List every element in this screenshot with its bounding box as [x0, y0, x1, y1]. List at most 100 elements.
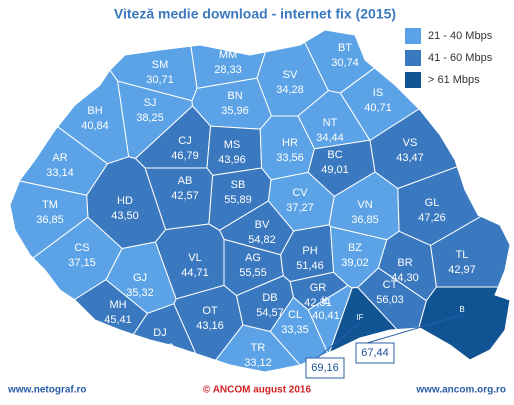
- county-code: IS: [373, 87, 383, 99]
- county-code: HD: [117, 195, 133, 207]
- county-code: TL: [456, 249, 469, 261]
- county-code: CT: [383, 279, 398, 291]
- county: [73, 279, 149, 336]
- county: [214, 324, 301, 373]
- value-box: [355, 342, 395, 364]
- county-value: 30,74: [331, 57, 359, 69]
- county-code: GR: [310, 282, 327, 294]
- county-code: CL: [288, 309, 302, 321]
- county-code: VN: [357, 199, 372, 211]
- county-value: 35,96: [221, 105, 249, 117]
- county-code: SV: [283, 69, 298, 81]
- county-code: VL: [188, 252, 201, 264]
- county-code: MS: [224, 139, 241, 151]
- county-value: 56,42: [146, 342, 174, 354]
- county-value: 44,71: [181, 267, 209, 279]
- county-code: VS: [403, 137, 418, 149]
- county-code: SJ: [144, 97, 157, 109]
- county-code: AG: [245, 252, 261, 264]
- legend-label: 21 - 40 Mbps: [428, 30, 493, 42]
- county-value: 47,26: [418, 212, 446, 224]
- labels: SM 30,71 MM 28,33 BT 30,74 SV 34,28 BH 40,84 SJ 38,…: [36, 42, 476, 379]
- county-value: 36,85: [36, 214, 64, 226]
- footer-left: www.netograf.ro: [7, 385, 87, 396]
- county-value: 54,57: [256, 307, 284, 319]
- title: Viteză medie download - internet fix (20…: [114, 6, 396, 22]
- county-value: 42,31: [304, 297, 332, 309]
- county-value: 34,44: [316, 132, 344, 144]
- county: [9, 180, 89, 259]
- county-code: PH: [302, 245, 317, 257]
- county-code: IL: [321, 295, 330, 307]
- legend: 21 - 40 Mbps 41 - 60 Mbps > 61 Mbps: [405, 28, 493, 88]
- county-value: 28,33: [214, 64, 242, 76]
- county-value: 38,25: [136, 112, 164, 124]
- legend-swatch: [405, 72, 421, 88]
- callout-line: [316, 322, 361, 359]
- county-code: HR: [282, 137, 298, 149]
- county-value: 34,28: [276, 84, 304, 96]
- county-code: TR: [251, 342, 266, 354]
- county-value: 43,50: [111, 210, 139, 222]
- county: [269, 296, 329, 366]
- footer-center: © ANCOM august 2016: [203, 385, 312, 396]
- county-value: 40,41: [312, 310, 340, 322]
- counties: [9, 29, 511, 373]
- county-value: 54,82: [248, 234, 276, 246]
- county-code: BT: [338, 42, 352, 54]
- county-value: 42,57: [171, 190, 199, 202]
- county-code: IF: [356, 313, 363, 322]
- county-value: 39,02: [341, 257, 369, 269]
- county-value: 42,97: [448, 264, 476, 276]
- county-code: SM: [152, 59, 169, 71]
- county-code: BH: [87, 105, 102, 117]
- county-code: CS: [74, 242, 89, 254]
- county-value: 46,79: [171, 150, 199, 162]
- county-value: 45,41: [104, 314, 132, 326]
- county-code: AR: [52, 152, 67, 164]
- county: [418, 286, 511, 361]
- county-value: 43,16: [196, 320, 224, 332]
- county-code: CV: [292, 187, 308, 199]
- legend-label: 41 - 60 Mbps: [428, 52, 493, 64]
- county-value: 55,89: [224, 194, 252, 206]
- county-code: GL: [425, 197, 440, 209]
- county-code: MM: [219, 49, 237, 61]
- county-code: BC: [327, 149, 342, 161]
- county-value: 37,27: [286, 202, 314, 214]
- county-value: 67,44: [361, 347, 389, 359]
- county-code: OT: [202, 305, 218, 317]
- county-value: 55,55: [239, 267, 267, 279]
- county-code: B: [459, 305, 464, 314]
- county: [430, 215, 511, 288]
- footer-right: www.ancom.org.ro: [415, 385, 506, 396]
- county: [328, 286, 399, 354]
- county-code: SB: [231, 179, 246, 191]
- county-value: 33,56: [276, 152, 304, 164]
- county-value: 33,35: [281, 324, 309, 336]
- legend-label: > 61 Mbps: [428, 74, 480, 86]
- county-code: TM: [42, 199, 58, 211]
- county-value: 33,12: [244, 357, 272, 369]
- county-value: 44,30: [391, 272, 419, 284]
- county-code: DB: [262, 292, 277, 304]
- county-value: 36,85: [351, 214, 379, 226]
- county-code: DJ: [153, 327, 166, 339]
- county-code: MH: [109, 299, 126, 311]
- county-code: BZ: [348, 242, 362, 254]
- county-value: 51,46: [296, 260, 324, 272]
- county-code: BR: [397, 257, 412, 269]
- county-value: 40,84: [81, 120, 109, 132]
- value-box: [305, 357, 345, 379]
- callout-line: [366, 314, 463, 344]
- county-value: 37,15: [68, 257, 96, 269]
- county-value: 43,47: [396, 152, 424, 164]
- county-value: 30,71: [146, 74, 174, 86]
- county-value: 49,01: [321, 164, 349, 176]
- county-code: AB: [178, 175, 193, 187]
- county-value: 43,96: [218, 154, 246, 166]
- county-value: 40,71: [364, 102, 392, 114]
- county-value: 33,14: [46, 167, 74, 179]
- county-code: BV: [255, 219, 270, 231]
